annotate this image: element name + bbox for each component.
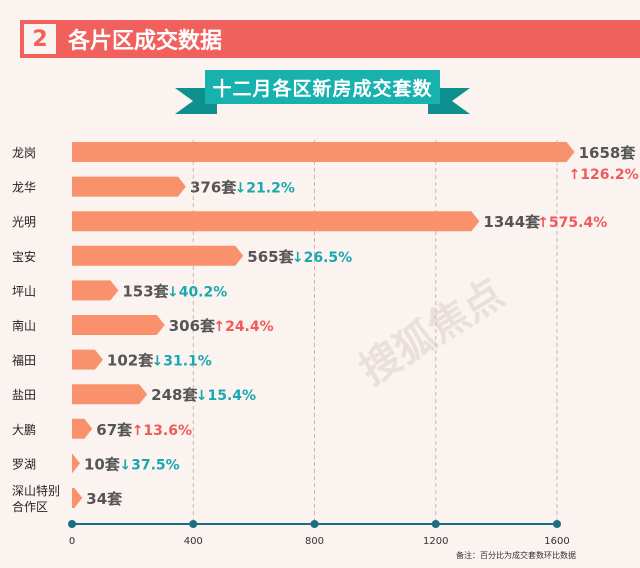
change-label: ↓26.5% — [292, 250, 352, 266]
category-label: 坪山 — [12, 284, 36, 298]
change-label: ↓15.4% — [196, 388, 256, 404]
category-label-line: 宝安 — [12, 249, 36, 264]
x-axis-tick-label: 1200 — [423, 536, 448, 547]
value-label: 306套 — [169, 317, 216, 335]
category-label: 福田 — [12, 353, 36, 368]
change-label: ↑126.2% — [569, 167, 639, 183]
category-label: 盐田 — [12, 388, 36, 402]
category-label-line: 光明 — [12, 215, 36, 229]
value-label: 1344套 — [483, 213, 541, 231]
category-label-line: 罗湖 — [12, 456, 36, 471]
x-axis-tick-dot — [431, 520, 440, 528]
bar — [72, 418, 93, 439]
category-label-line: 盐田 — [12, 388, 36, 402]
bar — [72, 488, 83, 508]
value-label: 376套 — [190, 179, 237, 197]
bar — [72, 142, 575, 162]
section-title: 各片区成交数据 — [68, 29, 223, 54]
value-label: 565套 — [247, 248, 294, 266]
category-label-line: 龙岗 — [12, 146, 36, 160]
category-label-line: 南山 — [12, 318, 36, 333]
change-label: ↓31.1% — [152, 354, 212, 370]
category-label: 龙华 — [12, 181, 36, 195]
category-label-line: 大鹏 — [12, 423, 36, 437]
value-label: 1658套 — [579, 144, 637, 162]
x-axis-tick-label: 800 — [305, 536, 324, 547]
category-label: 罗湖 — [12, 456, 36, 471]
bar — [72, 315, 165, 335]
chart-title-ribbon: 十二月各区新房成交套数 — [175, 68, 470, 118]
value-label: 34套 — [86, 490, 123, 508]
x-axis-tick-dot — [553, 520, 561, 528]
bar — [72, 211, 480, 232]
bar — [72, 384, 148, 405]
category-label-line: 坪山 — [12, 284, 36, 298]
category-label-line: 合作区 — [12, 499, 48, 514]
category-label: 深山特别合作区 — [12, 483, 60, 514]
section-header: 2 各片区成交数据 — [20, 20, 640, 58]
category-label: 光明 — [12, 215, 36, 229]
value-label: 153套 — [122, 282, 169, 300]
change-label: ↑575.4% — [537, 215, 607, 231]
x-axis-tick-dot — [189, 520, 198, 528]
category-label: 大鹏 — [12, 423, 36, 437]
bar — [72, 349, 103, 370]
value-label: 67套 — [96, 421, 133, 439]
category-label: 南山 — [12, 318, 36, 333]
section-number: 2 — [24, 24, 56, 54]
change-label: ↑13.6% — [132, 423, 192, 439]
x-axis-tick-dot — [310, 520, 319, 528]
category-label-line: 深山特别 — [12, 483, 60, 498]
footnote: 备注：百分比为成交套数环比数据 — [456, 551, 576, 560]
x-axis-tick-label: 1600 — [544, 536, 569, 547]
chart-title: 十二月各区新房成交套数 — [205, 70, 440, 104]
x-axis-tick-label: 0 — [69, 536, 75, 547]
change-label: ↓37.5% — [119, 457, 179, 473]
category-label-line: 福田 — [12, 353, 36, 368]
change-label: ↓21.2% — [235, 181, 295, 197]
value-label: 102套 — [107, 352, 154, 370]
bar — [72, 280, 119, 301]
change-label: ↓40.2% — [167, 284, 227, 300]
bar — [72, 176, 186, 197]
category-label: 宝安 — [12, 249, 36, 264]
change-label: ↑24.4% — [213, 319, 273, 335]
value-label: 248套 — [151, 386, 198, 404]
x-axis-tick-dot — [68, 520, 76, 528]
bar — [72, 453, 80, 474]
x-axis-tick-label: 400 — [184, 536, 203, 547]
bar — [72, 245, 244, 266]
category-label-line: 龙华 — [12, 181, 36, 195]
value-label: 10套 — [84, 455, 121, 473]
category-label: 龙岗 — [12, 146, 36, 160]
